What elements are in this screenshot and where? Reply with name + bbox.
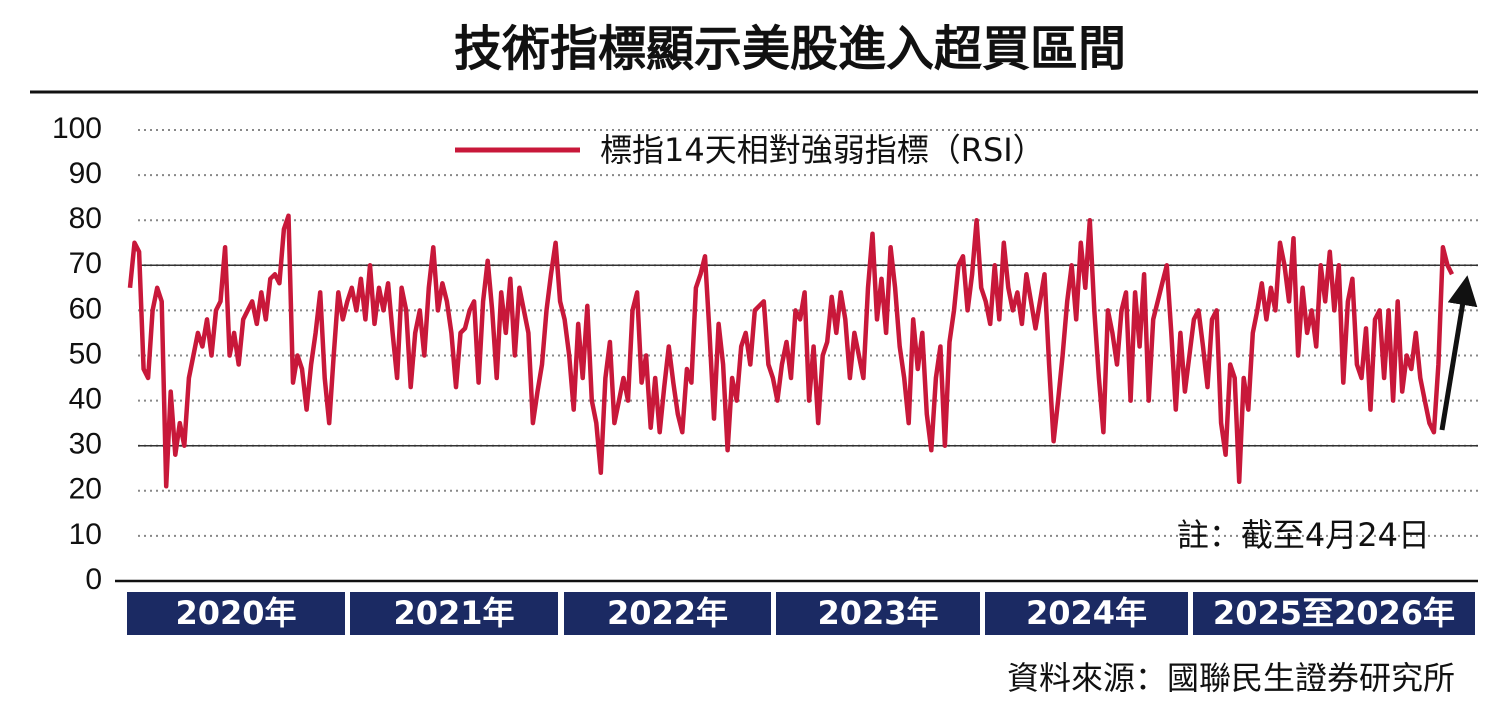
y-tick-label: 50 (69, 337, 102, 370)
trend-arrow (1439, 275, 1478, 431)
source: 資料來源：國聯民生證券研究所 (1007, 659, 1455, 697)
y-tick-label: 60 (69, 292, 102, 325)
period-label: 2025至2026年 (1213, 594, 1455, 632)
y-tick-label: 80 (69, 202, 102, 235)
y-tick-label: 10 (69, 518, 102, 551)
period-label: 2021年 (393, 594, 514, 632)
period-band (1193, 592, 1475, 635)
period-band (776, 592, 980, 635)
y-tick-label: 70 (69, 247, 102, 280)
chart-title: 技術指標顯示美股進入超買區間 (454, 21, 1126, 77)
period-label: 2020年 (175, 594, 296, 632)
plot (127, 213, 1455, 489)
period-band (127, 592, 345, 635)
annotation: 註：截至4月24日 (1177, 516, 1430, 554)
period-label: 2022年 (607, 594, 728, 632)
period-label: 2024年 (1026, 594, 1147, 632)
legend-label: 標指14天相對強弱指標（RSI） (600, 131, 1045, 169)
rsi-line (127, 213, 1455, 489)
period-label: 2023年 (817, 594, 938, 632)
y-tick-label: 100 (52, 112, 102, 145)
period-band (350, 592, 558, 635)
grid: 0 10 20 30 40 50 60 70 80 90 100 2020年 2021年 2022年 202… (52, 112, 1478, 635)
y-tick-label: 20 (69, 473, 102, 506)
y-tick-label: 30 (69, 428, 102, 461)
y-tick-label: 0 (85, 563, 102, 596)
y-tick-label: 40 (69, 383, 102, 416)
period-band (564, 592, 771, 635)
period-band (985, 592, 1188, 635)
y-tick-label: 90 (69, 157, 102, 190)
